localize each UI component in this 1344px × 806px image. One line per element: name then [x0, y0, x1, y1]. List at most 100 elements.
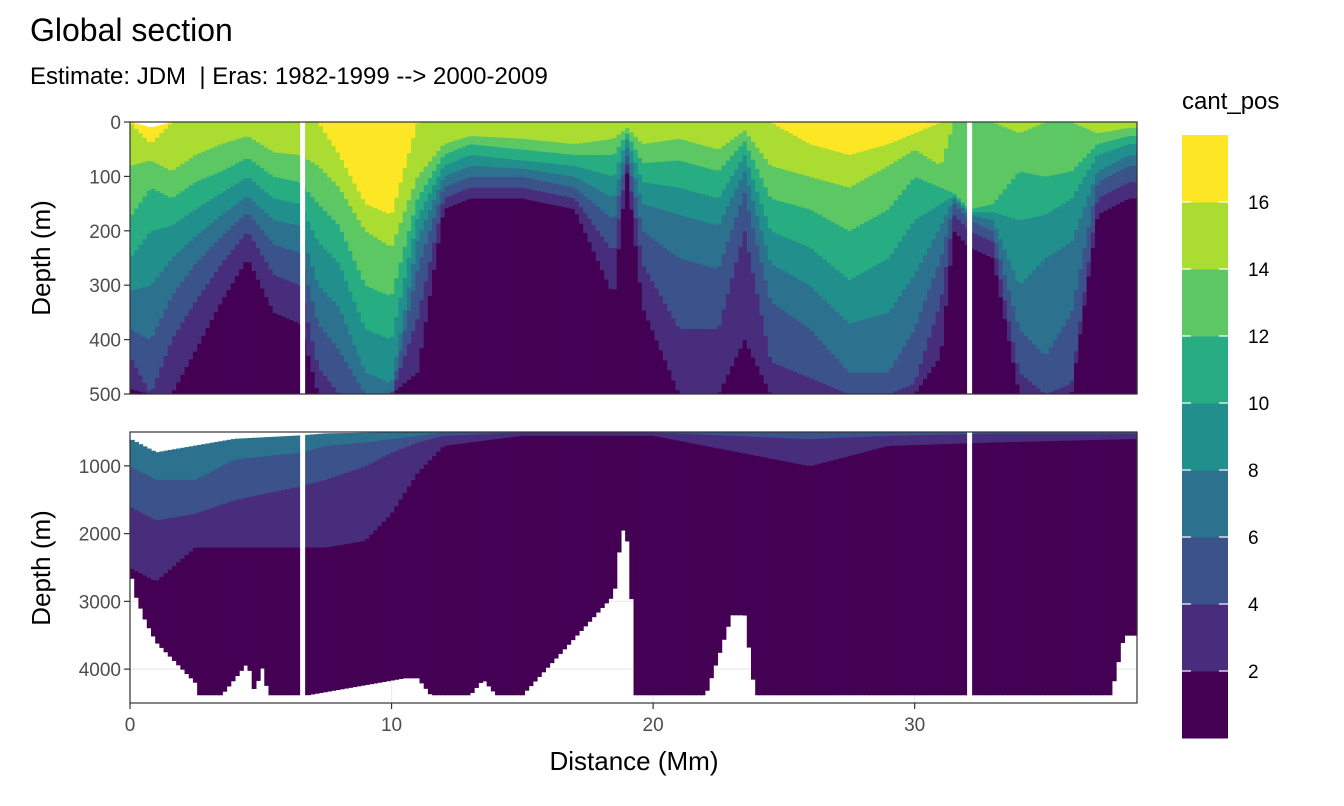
heatmap-cell: [587, 141, 593, 156]
heatmap-cell: [562, 185, 567, 197]
heatmap-cell: [260, 229, 265, 256]
heatmap-cell: [939, 253, 945, 295]
heatmap-cell: [1132, 154, 1138, 166]
heatmap-cell: [734, 150, 739, 169]
heatmap-cell: [377, 239, 383, 292]
heatmap-cell: [495, 157, 500, 168]
heatmap-cell: [276, 220, 282, 247]
heatmap-cell: [595, 260, 601, 395]
heatmap-cell: [327, 139, 332, 178]
heatmap-cell: [788, 437, 794, 463]
heatmap-cell: [872, 216, 878, 267]
heatmap-cell: [595, 435, 601, 613]
heatmap-cell: [226, 122, 232, 142]
heatmap-cell: [839, 315, 844, 364]
heatmap-cell: [155, 580, 160, 644]
heatmap-cell: [910, 277, 916, 333]
heatmap-cell: [1116, 432, 1121, 434]
heatmap-cell: [247, 438, 253, 458]
heatmap-cell: [893, 301, 899, 361]
heatmap-cell: [335, 475, 341, 546]
heatmap-cell: [599, 236, 605, 271]
heatmap-cell: [1044, 122, 1050, 177]
heatmap-cell: [436, 436, 442, 452]
heatmap-cell: [155, 377, 160, 395]
heatmap-cell: [662, 303, 668, 361]
heatmap-cell: [683, 259, 689, 330]
heatmap-cell: [1082, 157, 1088, 178]
heatmap-cell: [860, 452, 865, 696]
heatmap-cell: [482, 166, 488, 177]
heatmap-cell: [239, 458, 244, 499]
heatmap-cell: [411, 479, 416, 679]
heatmap-cell: [860, 272, 865, 321]
heatmap-cell: [616, 435, 622, 553]
heatmap-cell: [251, 122, 257, 140]
heatmap-cell: [939, 345, 945, 395]
heatmap-cell: [1090, 205, 1096, 233]
heatmap-cell: [557, 122, 563, 143]
heatmap-cell: [599, 435, 605, 608]
heatmap-cell: [243, 158, 249, 179]
heatmap-cell: [985, 442, 991, 696]
heatmap-cell: [1116, 147, 1121, 161]
heatmap-cell: [205, 176, 211, 202]
heatmap-cell: [1120, 438, 1126, 643]
heatmap-cell: [801, 374, 807, 395]
heatmap-cell: [1120, 169, 1126, 186]
heatmap-cell: [406, 257, 412, 288]
heatmap-cell: [914, 432, 920, 436]
heatmap-cell: [574, 213, 580, 395]
heatmap-cell: [364, 538, 370, 685]
heatmap-cell: [776, 126, 781, 168]
heatmap-cell: [1069, 170, 1075, 198]
heatmap-cell: [696, 328, 702, 395]
heatmap-cell: [990, 432, 995, 434]
heatmap-cell: [159, 519, 165, 577]
heatmap-cell: [356, 191, 362, 220]
heatmap-cell: [499, 137, 505, 148]
heatmap-cell: [427, 177, 433, 194]
heatmap-cell: [163, 479, 169, 519]
heatmap-cell: [1061, 433, 1067, 441]
heatmap-cell: [482, 136, 488, 146]
heatmap-cell: [369, 122, 374, 207]
heatmap-cell: [650, 162, 656, 184]
heatmap-cell: [1069, 197, 1075, 242]
heatmap-cell: [960, 223, 966, 241]
heatmap-cell: [709, 168, 714, 197]
heatmap-cell: [973, 433, 979, 444]
x-tick-label: 0: [125, 715, 136, 736]
heatmap-cell: [138, 124, 144, 134]
heatmap-cell: [478, 144, 484, 157]
heatmap-cell: [226, 229, 232, 256]
heatmap-cell: [759, 262, 765, 316]
heatmap-cell: [171, 255, 177, 294]
heatmap-cell: [331, 433, 337, 446]
heatmap-cell: [415, 240, 421, 271]
heatmap-cell: [1111, 162, 1117, 174]
heatmap-cell: [780, 309, 786, 367]
heatmap-cell: [1019, 374, 1025, 395]
heatmap-cell: [1086, 129, 1092, 154]
heatmap-cell: [1011, 178, 1016, 219]
heatmap-cell: [629, 122, 635, 133]
heatmap-cell: [1099, 132, 1105, 144]
heatmap-cell: [1065, 122, 1071, 173]
heatmap-cell: [545, 122, 551, 142]
heatmap-cell: [201, 204, 207, 230]
heatmap-cell: [524, 138, 530, 151]
heatmap-cell: [474, 155, 479, 167]
heatmap-cell: [1095, 433, 1100, 440]
heatmap-cell: [239, 498, 244, 548]
heatmap-cell: [335, 545, 341, 691]
heatmap-cell: [230, 500, 236, 548]
heatmap-cell: [406, 486, 412, 679]
heatmap-cell: [767, 356, 773, 393]
heatmap-cell: [314, 387, 320, 395]
heatmap-cell: [767, 297, 773, 357]
heatmap-cell: [243, 233, 249, 263]
heatmap-cell: [943, 189, 949, 201]
heatmap-cell: [499, 438, 505, 696]
heatmap-cell: [755, 432, 760, 437]
